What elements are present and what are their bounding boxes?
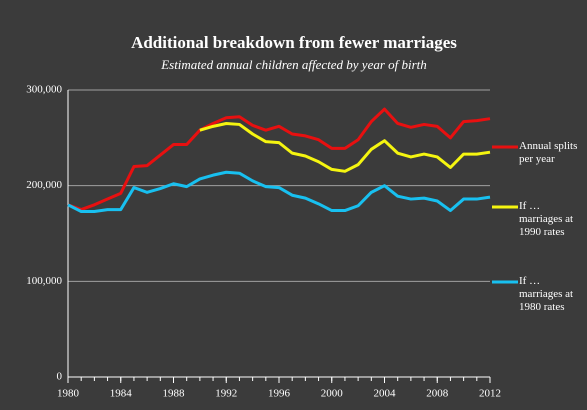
- x-tick-label: 1996: [268, 388, 291, 400]
- x-tick-label: 1992: [215, 388, 237, 400]
- y-tick-label: 0: [57, 371, 63, 383]
- y-tick-label: 200,000: [26, 179, 62, 191]
- x-tick-label: 2012: [479, 388, 501, 400]
- line-series: [67, 170, 491, 213]
- legend-label: If … marriages at 1990 rates: [519, 200, 574, 238]
- line-series: [199, 121, 491, 173]
- x-tick-label: 1984: [110, 388, 133, 400]
- y-tick-label: 100,000: [26, 275, 62, 287]
- legend-label: Annual splits per year: [519, 140, 578, 165]
- chart-subtitle: Estimated annual children affected by ye…: [160, 57, 427, 72]
- legend-label: If … marriages at 1980 rates: [519, 275, 574, 313]
- x-tick-label: 1988: [163, 388, 186, 400]
- x-tick-label: 2004: [374, 388, 397, 400]
- x-tick-label: 1980: [57, 388, 80, 400]
- chart-title: Additional breakdown from fewer marriage…: [131, 33, 457, 52]
- y-tick-label: 300,000: [26, 84, 62, 96]
- x-tick-label: 2008: [426, 388, 449, 400]
- x-tick-label: 2000: [321, 388, 344, 400]
- line-series: [67, 107, 491, 212]
